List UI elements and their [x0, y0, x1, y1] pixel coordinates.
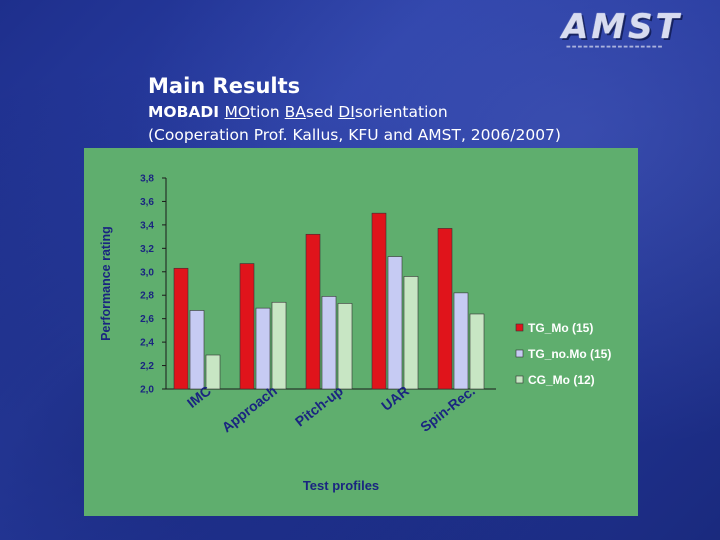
bar-tg-no-mo-15--3	[387, 256, 403, 390]
bar-tg-mo-15--0	[173, 267, 189, 390]
bar-tg-mo-15--1	[239, 263, 255, 390]
subtitle-part-tion: tion	[250, 103, 285, 121]
legend-swatch	[515, 349, 524, 358]
y-tick-label: 3,6	[140, 197, 154, 208]
logo-text: AMST	[562, 7, 682, 47]
amst-logo: AMST ▬▬▬▬▬▬▬▬▬▬▬▬▬▬▬▬▬	[562, 10, 712, 54]
y-tick-label: 3,2	[140, 244, 154, 255]
y-axis-label: Performance rating	[99, 226, 113, 341]
x-tick-label: Spin-Rec.	[417, 383, 478, 435]
legend-swatch	[515, 375, 524, 384]
slide-title: Main Results	[148, 74, 301, 98]
slide-subtitle-line1: MOBADI MOtion BAsed DIsorientation	[148, 103, 448, 121]
y-tick-label: 3,0	[140, 267, 154, 278]
y-tick-label: 3,4	[140, 220, 154, 231]
bar-cg-mo-12--0	[205, 354, 221, 390]
subtitle-acronym: MOBADI	[148, 103, 220, 121]
y-tick-label: 2,4	[140, 338, 154, 349]
bar-cg-mo-12--3	[403, 276, 419, 390]
legend-entry: TG_no.Mo (15)	[528, 347, 611, 361]
x-axis-label: Test profiles	[303, 478, 379, 493]
y-tick-label: 2,8	[140, 291, 154, 302]
subtitle-part-mo: MO	[224, 103, 251, 121]
subtitle-part-sed: sed	[305, 103, 339, 121]
legend-swatch	[515, 323, 524, 332]
y-tick-label: 3,8	[140, 174, 154, 185]
y-tick-label: 2,2	[140, 361, 154, 372]
bar-cg-mo-12--1	[271, 301, 287, 390]
x-tick-label: Approach	[219, 383, 280, 436]
subtitle-part-sorientation: sorientation	[354, 103, 448, 121]
bar-tg-no-mo-15--4	[453, 292, 469, 390]
chart-area: 2,0 2,2 2,4 2,6 2,8 3,0 3,2 3,4 3,6 3,8 Performanc…	[84, 148, 638, 516]
y-tick-label: 2,6	[140, 314, 154, 325]
logo-tagline-graphic: ▬▬▬▬▬▬▬▬▬▬▬▬▬▬▬▬▬	[566, 44, 664, 50]
x-tick-label: Pitch-up	[292, 383, 346, 430]
bar-tg-mo-15--3	[371, 212, 387, 390]
bar-tg-no-mo-15--2	[321, 296, 337, 390]
bar-cg-mo-12--4	[469, 313, 485, 390]
legend-entry: TG_Mo (15)	[528, 321, 593, 335]
bar-chart: 2,0 2,2 2,4 2,6 2,8 3,0 3,2 3,4 3,6 3,8 Performanc…	[99, 174, 611, 494]
subtitle-part-ba: BA	[284, 103, 306, 121]
bar-tg-mo-15--2	[305, 233, 321, 390]
bar-tg-no-mo-15--1	[255, 307, 271, 390]
legend-entry: CG_Mo (12)	[528, 373, 595, 387]
bar-tg-no-mo-15--0	[189, 310, 205, 390]
y-tick-label: 2,0	[140, 385, 154, 396]
subtitle-part-di: DI	[338, 103, 355, 121]
bar-tg-mo-15--4	[437, 228, 453, 390]
slide-subtitle-line2: (Cooperation Prof. Kallus, KFU and AMST,…	[148, 126, 561, 144]
bar-cg-mo-12--2	[337, 303, 353, 390]
